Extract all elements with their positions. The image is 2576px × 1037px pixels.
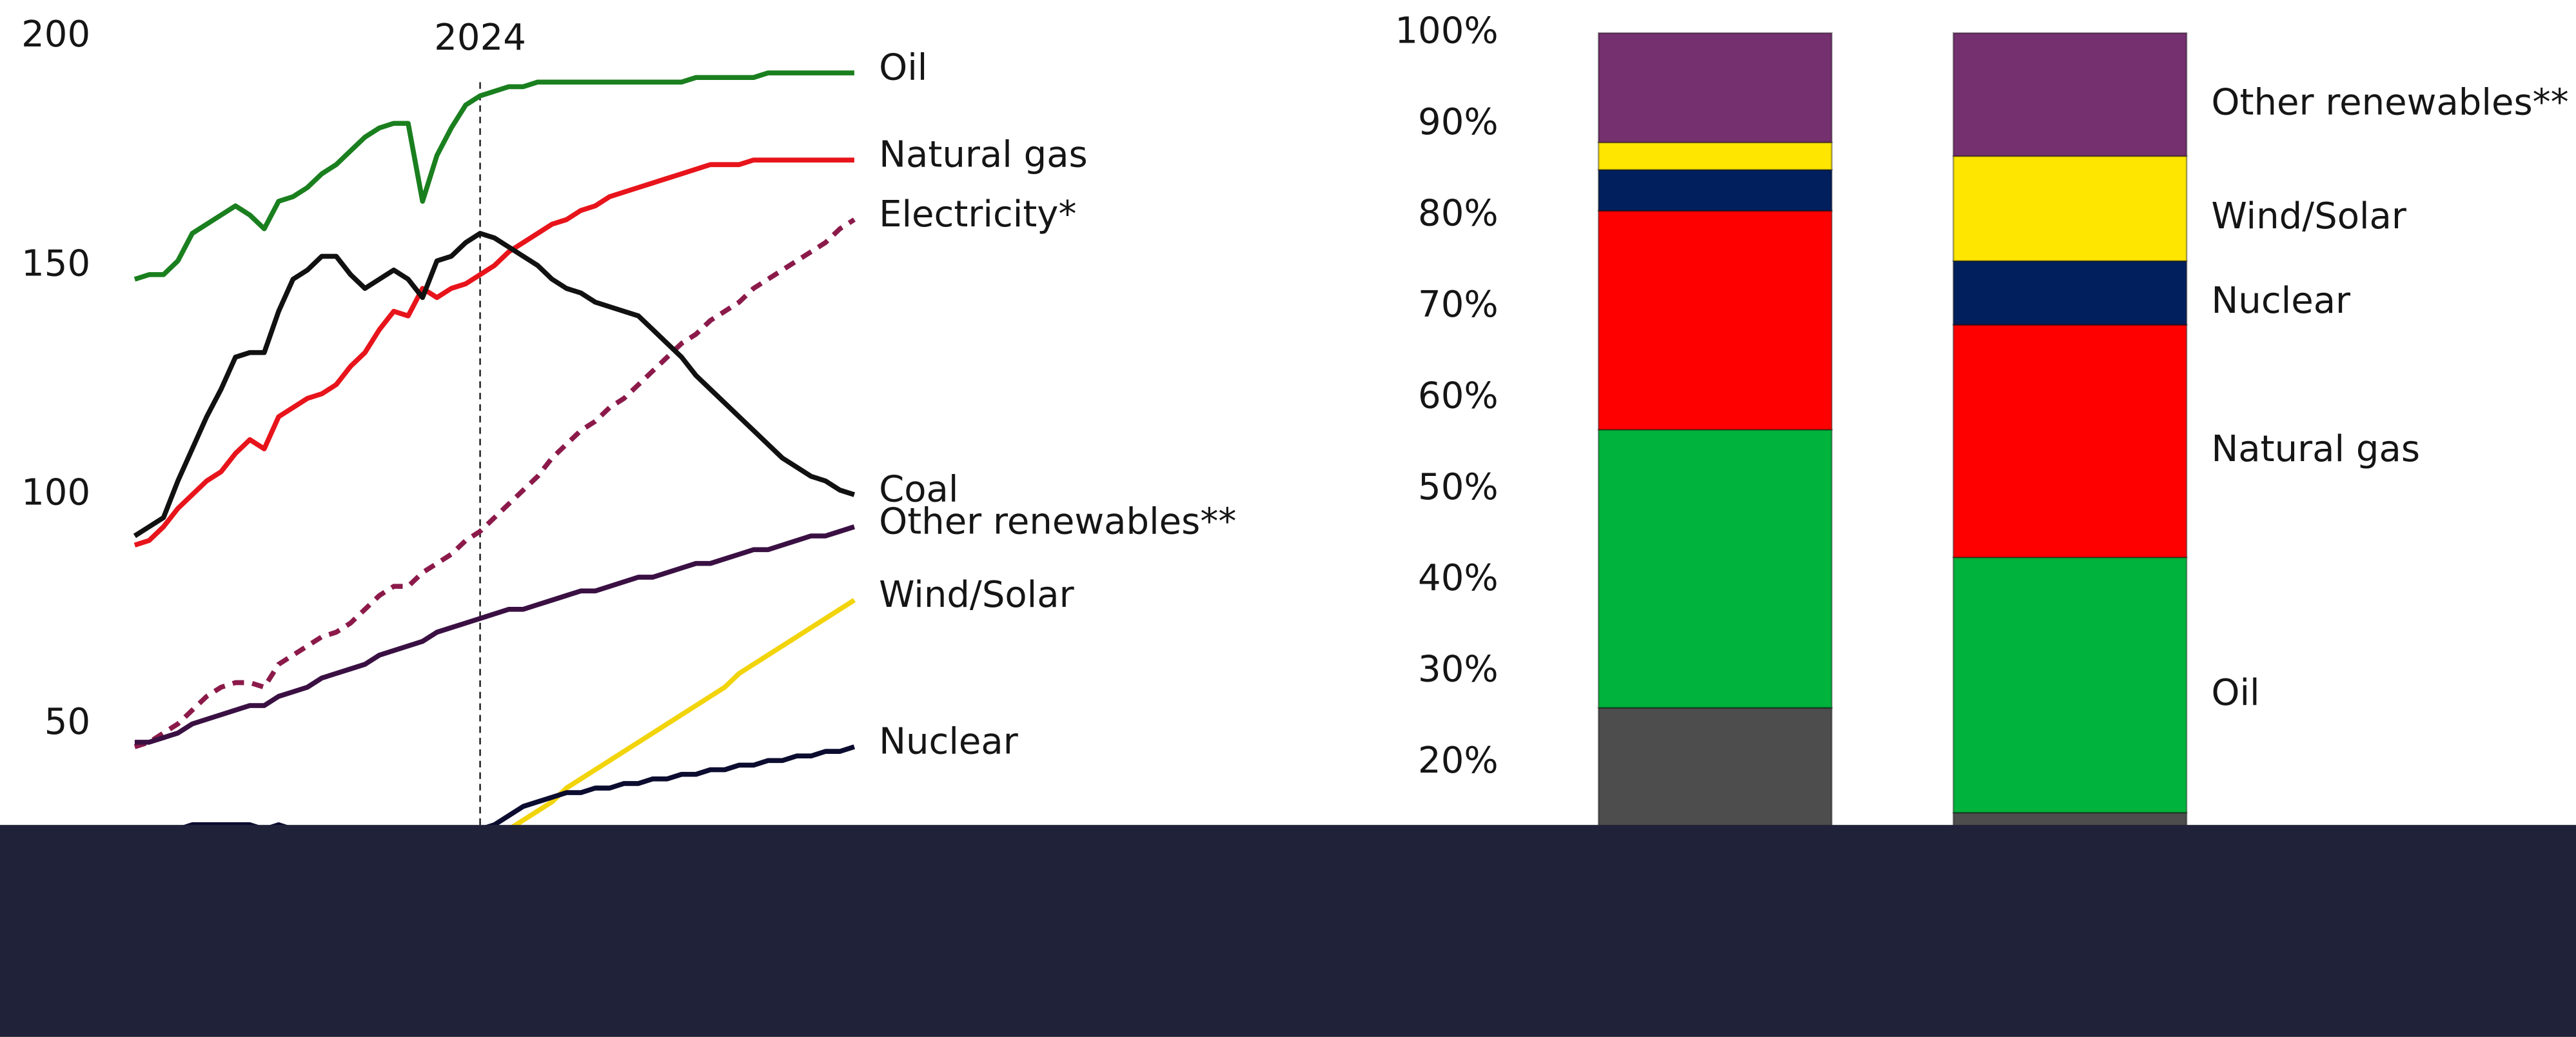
line-chart: 50 100 150 200 2024 Oil Natural gas Electricity…	[21, 14, 1236, 953]
y-tick-label: 60%	[1418, 375, 1499, 417]
segment-label: Oil	[2211, 672, 2259, 714]
y-tick-label: 80%	[1418, 193, 1499, 235]
bar-segment	[1952, 556, 2188, 814]
series-label: Nuclear	[879, 721, 1019, 763]
series-line	[134, 524, 856, 745]
bar-segment	[1952, 324, 2188, 558]
y-tick-label: 150	[21, 242, 90, 284]
y-tick-label: 40%	[1418, 557, 1499, 599]
series-label: Oil	[879, 47, 927, 89]
y-tick-label: 20%	[1418, 740, 1499, 782]
bar-segment	[1952, 32, 2188, 157]
series-label: Other renewables**	[879, 500, 1236, 542]
series-label: Electricity*	[879, 193, 1076, 235]
segment-label: Nuclear	[2211, 280, 2351, 322]
y-tick-label: 50%	[1418, 466, 1499, 508]
series-label: Wind/Solar	[879, 574, 1075, 616]
y-tick-label: 100	[21, 472, 90, 514]
bar-segment	[1952, 260, 2188, 326]
segment-label: Other renewables**	[2211, 81, 2568, 123]
bar-segment	[1597, 210, 1833, 431]
series-line	[133, 157, 854, 548]
segment-label: Natural gas	[2211, 428, 2420, 470]
series-label: Coal	[879, 469, 958, 511]
series-label: Natural gas	[879, 134, 1088, 176]
series-line	[133, 70, 854, 282]
y-tick-label: 30%	[1418, 649, 1499, 691]
y-tick-label: 70%	[1418, 284, 1499, 326]
x-tick-label: 2024	[434, 17, 526, 59]
segment-label: Wind/Solar	[2211, 195, 2407, 237]
y-tick-label: 90%	[1418, 101, 1499, 143]
y-tick-label: 200	[21, 14, 90, 55]
y-tick-label: 50	[44, 701, 90, 743]
bar-segment	[1597, 168, 1833, 212]
bar-segment	[1597, 141, 1833, 171]
bar-segment	[1597, 428, 1833, 709]
overlay-band	[0, 825, 2576, 1037]
bar-segment	[1597, 32, 1833, 144]
bar-segment	[1952, 155, 2188, 262]
y-tick-label: 100%	[1395, 10, 1498, 52]
series-line	[133, 217, 856, 749]
series-line	[133, 231, 856, 538]
